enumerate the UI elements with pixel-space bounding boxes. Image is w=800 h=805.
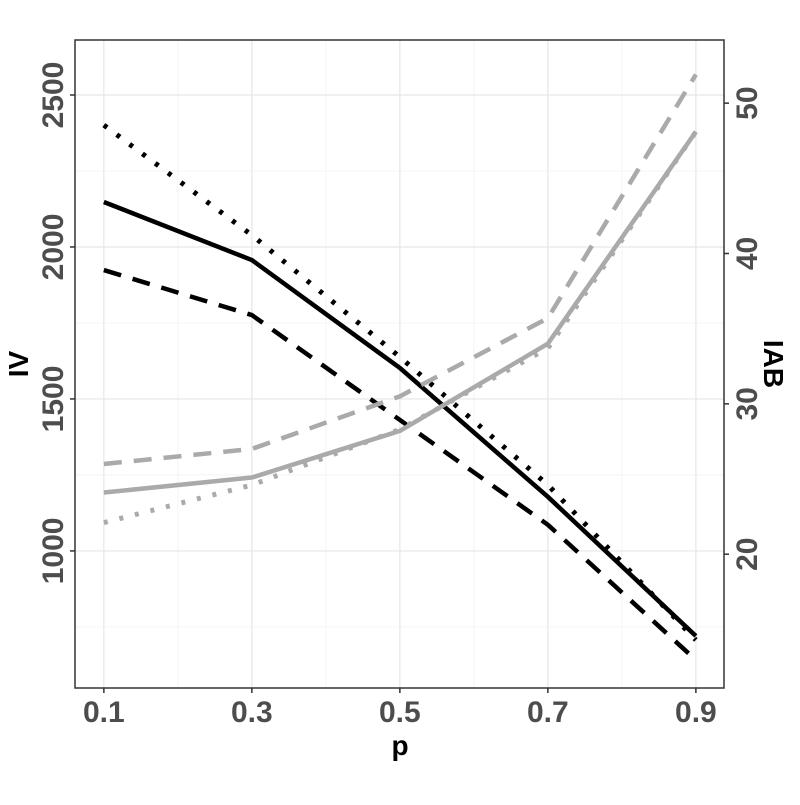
series-line-right-dashed xyxy=(103,73,698,467)
left-tick-label: 1000 xyxy=(37,518,70,585)
series-line-right-solid xyxy=(103,130,698,495)
left-tick-label: 2500 xyxy=(37,62,70,129)
left-tick-label: 2000 xyxy=(37,214,70,281)
right-tick-label: 30 xyxy=(731,387,764,420)
grid xyxy=(75,40,724,688)
right-axis-label: IAB xyxy=(758,340,789,388)
series-line-left-solid xyxy=(103,199,698,638)
x-tick-label: 0.5 xyxy=(379,696,421,729)
right-tick-label: 40 xyxy=(731,237,764,270)
series-line-left-dotted xyxy=(102,123,698,642)
x-tick-label: 0.1 xyxy=(83,696,125,729)
x-tick-label: 0.7 xyxy=(527,696,569,729)
left-axis-label: IV xyxy=(3,350,34,377)
right-tick-label: 50 xyxy=(731,86,764,119)
right-tick-label: 20 xyxy=(731,538,764,571)
x-tick-label: 0.9 xyxy=(675,696,717,729)
axis-ticks: 0.1 0.3 0.5 0.7 0.9 1000 1500 2000 2500 20 30 40 50 xyxy=(37,62,764,729)
x-tick-label: 0.3 xyxy=(231,696,273,729)
series-lines xyxy=(102,73,698,662)
x-axis-label: p xyxy=(391,730,408,761)
series-line-left-dashed xyxy=(103,267,698,662)
left-tick-label: 1500 xyxy=(37,366,70,433)
